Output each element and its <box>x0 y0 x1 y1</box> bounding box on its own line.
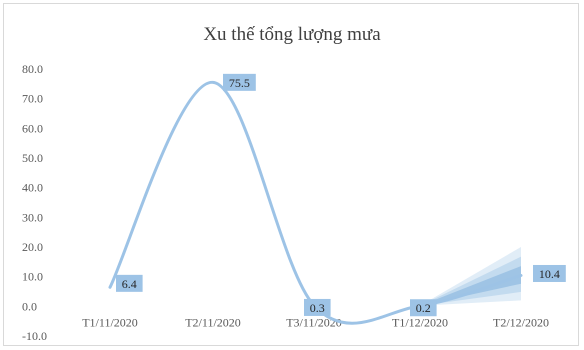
chart-title: Xu thế tổng lượng mưa <box>203 24 381 45</box>
y-tick-label: 20.0 <box>22 240 43 254</box>
forecast-cone <box>420 266 521 306</box>
data-label-box <box>533 264 566 282</box>
data-label: 0.3 <box>304 298 331 316</box>
data-label-box <box>410 299 437 317</box>
data-label-text: 10.4 <box>539 267 560 281</box>
data-label-box <box>116 274 143 292</box>
x-tick-label: T2/11/2020 <box>185 315 241 329</box>
y-tick-label: -10.0 <box>22 329 47 343</box>
y-tick-label: 80.0 <box>22 62 43 76</box>
forecast-cone <box>420 256 521 306</box>
y-tick-label: 60.0 <box>22 121 43 135</box>
x-tick-label: T3/11/2020 <box>286 315 342 329</box>
forecast-band <box>420 247 521 306</box>
y-tick-label: 70.0 <box>22 92 43 106</box>
data-label: 75.5 <box>223 73 256 91</box>
x-tick-label: T1/11/2020 <box>82 315 138 329</box>
y-tick-label: 50.0 <box>22 151 43 165</box>
data-label-text: 6.4 <box>122 277 137 291</box>
data-label-text: 75.5 <box>229 76 250 90</box>
forecast-cone <box>420 247 521 306</box>
data-label-text: 0.3 <box>310 301 325 315</box>
y-tick-label: 40.0 <box>22 181 43 195</box>
data-label-box <box>304 298 331 316</box>
y-tick-label: 10.0 <box>22 270 43 284</box>
data-label: 0.2 <box>410 299 437 317</box>
y-tick-label: 30.0 <box>22 210 43 224</box>
data-labels: 6.4 75.5 0.3 0.2 10.4 <box>116 73 566 317</box>
x-tick-label: T2/12/2020 <box>493 315 549 329</box>
y-tick-label: 0.0 <box>22 299 37 313</box>
data-label: 6.4 <box>116 274 143 292</box>
y-axis: 80.0 70.0 60.0 50.0 40.0 30.0 20.0 10.0 0.0 -10.0 <box>22 62 47 343</box>
data-label-text: 0.2 <box>416 301 431 315</box>
x-axis: T1/11/2020 T2/11/2020 T3/11/2020 T1/12/2020… <box>82 315 549 329</box>
data-label: 10.4 <box>533 264 566 282</box>
data-label-box <box>223 73 256 91</box>
x-tick-label: T1/12/2020 <box>392 315 448 329</box>
